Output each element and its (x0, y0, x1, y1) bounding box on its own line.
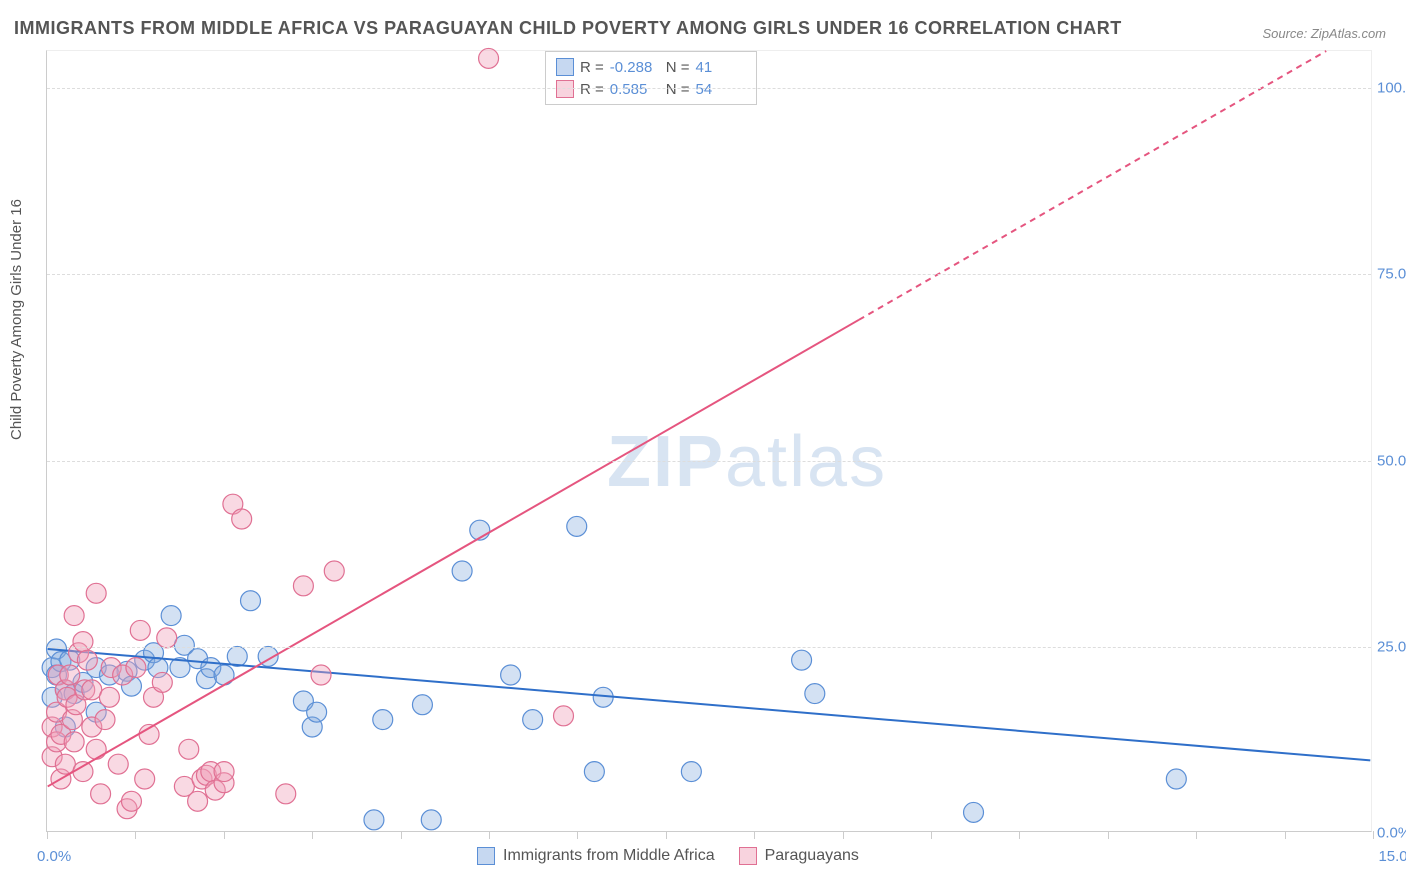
chart-title: IMMIGRANTS FROM MIDDLE AFRICA VS PARAGUA… (14, 18, 1122, 39)
legend-item-blue: Immigrants from Middle Africa (477, 847, 715, 865)
trend-line-dashed (859, 51, 1326, 320)
data-point (293, 576, 313, 596)
swatch-pink-icon (739, 847, 757, 865)
data-point (554, 706, 574, 726)
data-point (307, 702, 327, 722)
data-point (73, 762, 93, 782)
data-point (681, 762, 701, 782)
legend-label-pink: Paraguayans (765, 847, 859, 865)
legend-item-pink: Paraguayans (739, 847, 859, 865)
data-point (452, 561, 472, 581)
data-point (188, 791, 208, 811)
ytick-label: 75.0% (1377, 266, 1406, 283)
source-label: Source: ZipAtlas.com (1262, 26, 1386, 41)
data-point (99, 687, 119, 707)
data-point (121, 791, 141, 811)
data-point (1166, 769, 1186, 789)
data-point (792, 650, 812, 670)
data-point (276, 784, 296, 804)
data-point (964, 802, 984, 822)
data-point (130, 620, 150, 640)
ytick-label: 25.0% (1377, 638, 1406, 655)
data-point (324, 561, 344, 581)
data-point (152, 672, 172, 692)
data-point (179, 739, 199, 759)
data-point (567, 516, 587, 536)
data-point (86, 583, 106, 603)
plot-area: ZIPatlas R = -0.288 N = 41 R = 0.585 N =… (46, 50, 1372, 832)
data-point (157, 628, 177, 648)
trend-line-solid (48, 320, 859, 787)
data-point (73, 632, 93, 652)
data-point (805, 684, 825, 704)
ytick-label: 0.0% (1377, 825, 1406, 842)
ytick-label: 50.0% (1377, 452, 1406, 469)
data-point (95, 710, 115, 730)
data-point (214, 762, 234, 782)
data-point (584, 762, 604, 782)
data-point (91, 784, 111, 804)
ytick-label: 100.0% (1377, 80, 1406, 97)
data-point (421, 810, 441, 830)
data-point (501, 665, 521, 685)
data-point (373, 710, 393, 730)
data-point (77, 650, 97, 670)
data-point (161, 606, 181, 626)
data-point (82, 680, 102, 700)
data-point (86, 739, 106, 759)
data-point (64, 606, 84, 626)
data-point (523, 710, 543, 730)
data-point (241, 591, 261, 611)
data-point (479, 48, 499, 68)
y-axis-label: Child Poverty Among Girls Under 16 (8, 199, 25, 440)
data-point (364, 810, 384, 830)
data-point (64, 732, 84, 752)
x-min-label: 0.0% (37, 848, 71, 865)
swatch-blue-icon (477, 847, 495, 865)
x-max-label: 15.0% (1378, 848, 1406, 865)
chart-svg (47, 51, 1371, 831)
legend-label-blue: Immigrants from Middle Africa (503, 847, 715, 865)
data-point (108, 754, 128, 774)
data-point (126, 658, 146, 678)
trend-line (48, 649, 1371, 760)
data-point (135, 769, 155, 789)
data-point (311, 665, 331, 685)
data-point (232, 509, 252, 529)
data-point (412, 695, 432, 715)
data-point (60, 665, 80, 685)
series-legend: Immigrants from Middle Africa Paraguayan… (477, 847, 859, 865)
